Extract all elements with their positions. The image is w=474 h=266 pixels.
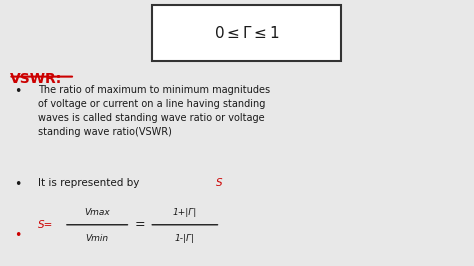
- Text: It is represented by: It is represented by: [38, 178, 143, 188]
- Text: Vmax: Vmax: [84, 208, 110, 217]
- FancyBboxPatch shape: [152, 5, 341, 61]
- Text: =: =: [135, 218, 145, 231]
- Text: Vmin: Vmin: [86, 234, 109, 243]
- Text: The ratio of maximum to minimum magnitudes
of voltage or current on a line havin: The ratio of maximum to minimum magnitud…: [38, 85, 270, 137]
- Text: $0 \leq \Gamma \leq 1$: $0 \leq \Gamma \leq 1$: [213, 25, 280, 41]
- Text: 1+|Γ|: 1+|Γ|: [173, 208, 197, 217]
- Text: VSWR:: VSWR:: [9, 72, 62, 86]
- Text: •: •: [14, 229, 22, 242]
- Text: S=: S=: [38, 220, 53, 230]
- Text: 1-|Γ|: 1-|Γ|: [175, 234, 195, 243]
- Text: •: •: [14, 178, 22, 191]
- Text: S: S: [216, 178, 222, 188]
- Text: •: •: [14, 85, 22, 98]
